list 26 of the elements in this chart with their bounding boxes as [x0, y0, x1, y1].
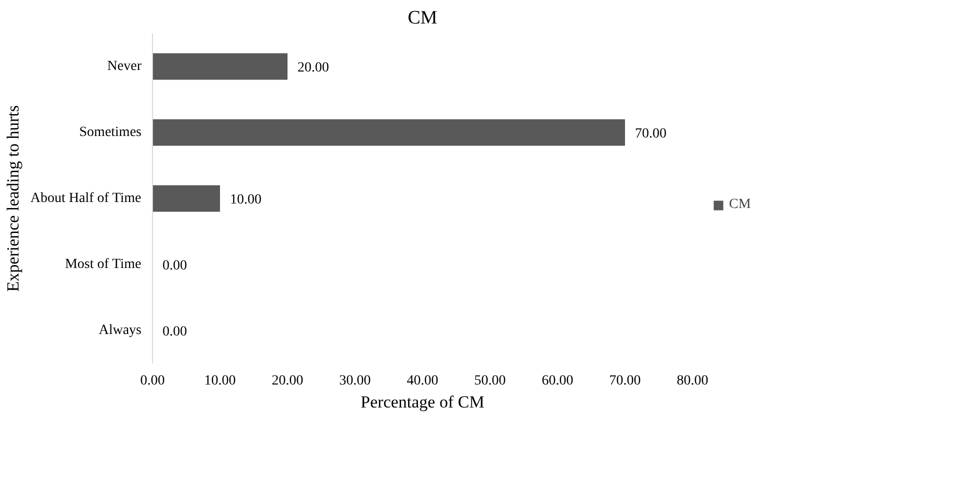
data-label: 70.00: [635, 126, 666, 142]
x-tick-label: 40.00: [406, 374, 438, 388]
bar: [152, 119, 625, 146]
x-axis-title: Percentage of CM: [360, 392, 484, 412]
y-tick-label: Sometimes: [79, 125, 142, 140]
y-axis-title: Experience leading to hurts: [3, 105, 22, 292]
bar: [152, 185, 220, 212]
y-tick-label: About Half of Time: [30, 191, 142, 206]
x-tick-label: 60.00: [542, 374, 574, 388]
chart-title: CM: [408, 8, 438, 28]
data-label: 0.00: [162, 258, 187, 274]
x-tick-label: 20.00: [272, 374, 304, 388]
x-tick-label: 80.00: [676, 374, 708, 388]
x-tick-label: 30.00: [339, 374, 371, 388]
data-label: 0.00: [162, 324, 187, 340]
x-tick-label: 0.00: [140, 374, 165, 388]
x-tick-label: 50.00: [474, 374, 506, 388]
y-tick-label: Never: [107, 59, 142, 74]
x-tick-label: 70.00: [609, 374, 641, 388]
legend-label: CM: [729, 197, 751, 213]
y-tick-label: Always: [98, 323, 142, 338]
y-tick-label: Most of Time: [65, 257, 142, 272]
bar: [152, 53, 288, 80]
x-tick-label: 10.00: [204, 374, 236, 388]
data-label: 10.00: [230, 192, 262, 208]
data-label: 20.00: [298, 60, 329, 76]
